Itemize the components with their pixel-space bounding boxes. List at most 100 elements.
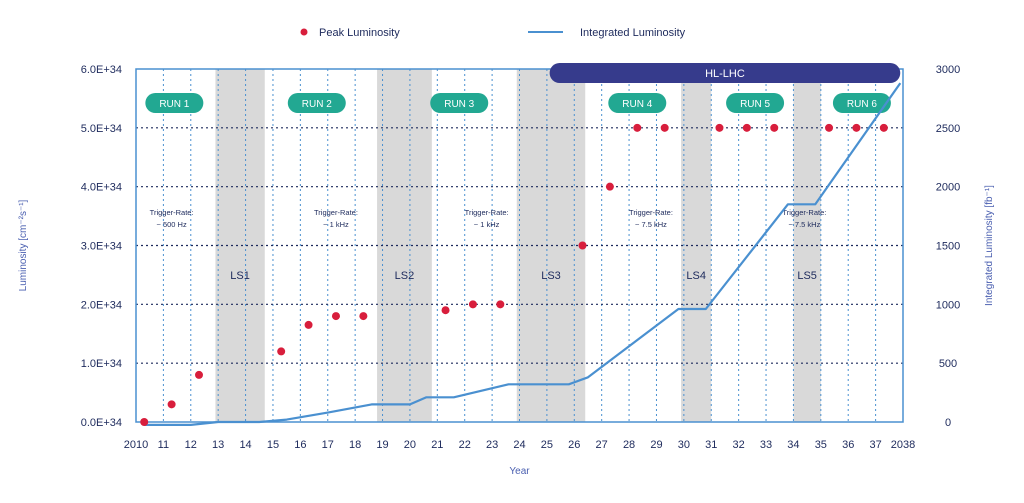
trigger-rate-line2: ~ 7.5 kHz xyxy=(635,220,667,229)
y2-axis-title: Integrated Luminosity [fb⁻¹] xyxy=(984,185,995,306)
peak-luminosity-point xyxy=(304,320,313,329)
trigger-rate-line1: Trigger-Rate: xyxy=(150,208,194,217)
peak-luminosity-point xyxy=(578,241,587,250)
legend-peak-marker xyxy=(300,28,308,36)
peak-luminosity-point xyxy=(660,123,669,132)
run-badge-3 xyxy=(430,93,489,113)
x-tick-label: 27 xyxy=(596,439,608,451)
run-badge-2 xyxy=(287,93,346,113)
x-tick-label: 20 xyxy=(404,439,416,451)
x-tick-label: 34 xyxy=(787,439,799,451)
x-tick-label: 37 xyxy=(869,439,881,451)
trigger-rate-line1: Trigger-Rate: xyxy=(465,208,509,217)
trigger-rate-line2: ~ 500 Hz xyxy=(156,220,186,229)
run-badge-label: RUN 5 xyxy=(740,99,770,110)
legend: Peak Luminosity Integrated Luminosity xyxy=(300,27,686,39)
run-badge-label: RUN 6 xyxy=(847,99,877,110)
x-tick-label: 17 xyxy=(322,439,334,451)
y2-tick-label: 0 xyxy=(945,417,951,429)
x-tick-label: 30 xyxy=(678,439,690,451)
run-badge-label: RUN 1 xyxy=(159,99,189,110)
y-tick-label: 0.0E+34 xyxy=(81,417,122,429)
peak-luminosity-point xyxy=(331,312,340,321)
peak-luminosity-point xyxy=(359,312,368,321)
y2-tick-label: 1000 xyxy=(936,299,960,311)
trigger-rate-line2: ~ 1 kHz xyxy=(323,220,349,229)
x-tick-label: 22 xyxy=(459,439,471,451)
ls-label: LS4 xyxy=(686,270,706,282)
peak-luminosity-point xyxy=(496,300,505,309)
run-badges: RUN 1 RUN 2 RUN 3 RUN 4 RUN 5 RUN 6 xyxy=(145,93,891,113)
ls-label: LS1 xyxy=(230,270,250,282)
long-shutdown-labels: LS1 LS2 LS3 LS4 LS5 xyxy=(230,270,817,282)
y-axis-ticks: 0.0E+34 1.0E+34 2.0E+34 3.0E+34 4.0E+34 5.0E+… xyxy=(81,64,122,429)
y2-tick-label: 2000 xyxy=(936,182,960,194)
run-badge-6 xyxy=(832,93,891,113)
x-tick-label: 12 xyxy=(185,439,197,451)
x-tick-label: 24 xyxy=(513,439,525,451)
plot-frame xyxy=(135,68,904,423)
y2-tick-label: 1500 xyxy=(936,241,960,253)
peak-luminosity-point xyxy=(770,123,779,132)
integrated-luminosity-series xyxy=(144,82,902,426)
peak-luminosity-point xyxy=(167,400,176,409)
x-tick-label: 36 xyxy=(842,439,854,451)
peak-luminosity-point xyxy=(468,300,477,309)
ls-band-2 xyxy=(377,69,432,422)
x-tick-label: 35 xyxy=(815,439,827,451)
x-tick-label: 28 xyxy=(623,439,635,451)
run-badge-1 xyxy=(145,93,204,113)
peak-luminosity-point xyxy=(140,418,149,426)
hl-lhc-bar: HL-LHC xyxy=(549,63,901,83)
x-tick-label: 23 xyxy=(486,439,498,451)
trigger-rate-line1: Trigger-Rate: xyxy=(629,208,673,217)
x-tick-label: 25 xyxy=(541,439,553,451)
y-tick-label: 4.0E+34 xyxy=(81,182,122,194)
peak-luminosity-point xyxy=(277,347,286,356)
peak-luminosity-point xyxy=(633,123,642,132)
legend-integrated-label: Integrated Luminosity xyxy=(580,27,686,39)
y-tick-label: 3.0E+34 xyxy=(81,241,122,253)
x-axis-ticks: 2010 11 12 13 14 15 16 17 18 19 20 21 22 23 24 25 26 27 28… xyxy=(124,439,915,451)
peak-luminosity-point xyxy=(852,123,861,132)
x-tick-label: 32 xyxy=(733,439,745,451)
peak-luminosity-series xyxy=(140,123,888,426)
x-tick-label: 16 xyxy=(294,439,306,451)
x-tick-label: 21 xyxy=(431,439,443,451)
y2-axis-ticks: 0 500 1000 1500 2000 2500 3000 xyxy=(936,64,960,429)
x-tick-label: 2010 xyxy=(124,439,148,451)
grid-lines xyxy=(136,69,903,422)
run-badge-4 xyxy=(608,93,667,113)
run-badge-label: RUN 4 xyxy=(622,99,652,110)
trigger-rate-line1: Trigger-Rate: xyxy=(314,208,358,217)
y-axis-title: Luminosity [cm⁻²s⁻¹] xyxy=(18,199,29,291)
x-tick-label: 13 xyxy=(212,439,224,451)
peak-luminosity-point xyxy=(715,123,724,132)
y-tick-label: 2.0E+34 xyxy=(81,299,122,311)
peak-luminosity-point xyxy=(605,182,614,191)
y2-tick-label: 500 xyxy=(939,358,957,370)
peak-luminosity-point xyxy=(825,123,834,132)
x-tick-label: 11 xyxy=(158,439,169,451)
x-tick-label: 2038 xyxy=(891,439,915,451)
integrated-luminosity-line xyxy=(144,82,902,426)
ls-label: LS3 xyxy=(541,270,561,282)
hl-lhc-band xyxy=(549,63,901,83)
run-badge-5 xyxy=(726,93,785,113)
hl-lhc-label: HL-LHC xyxy=(705,68,745,80)
trigger-rate-labels: Trigger-Rate: ~ 500 Hz Trigger-Rate: ~ 1 kH… xyxy=(150,208,827,229)
y2-tick-label: 2500 xyxy=(936,123,960,135)
x-tick-label: 14 xyxy=(239,439,251,451)
ls-label: LS2 xyxy=(395,270,415,282)
run-badge-label: RUN 3 xyxy=(444,99,474,110)
run-badge-label: RUN 2 xyxy=(302,99,332,110)
trigger-rate-line2: ~ 1 kHz xyxy=(474,220,500,229)
x-tick-label: 15 xyxy=(267,439,279,451)
peak-luminosity-point xyxy=(195,370,204,379)
y-tick-label: 1.0E+34 xyxy=(81,358,122,370)
x-tick-label: 31 xyxy=(705,439,717,451)
trigger-rate-line2: ~ 7.5 kHz xyxy=(788,220,820,229)
legend-peak-label: Peak Luminosity xyxy=(319,27,400,39)
peak-luminosity-point xyxy=(742,123,751,132)
